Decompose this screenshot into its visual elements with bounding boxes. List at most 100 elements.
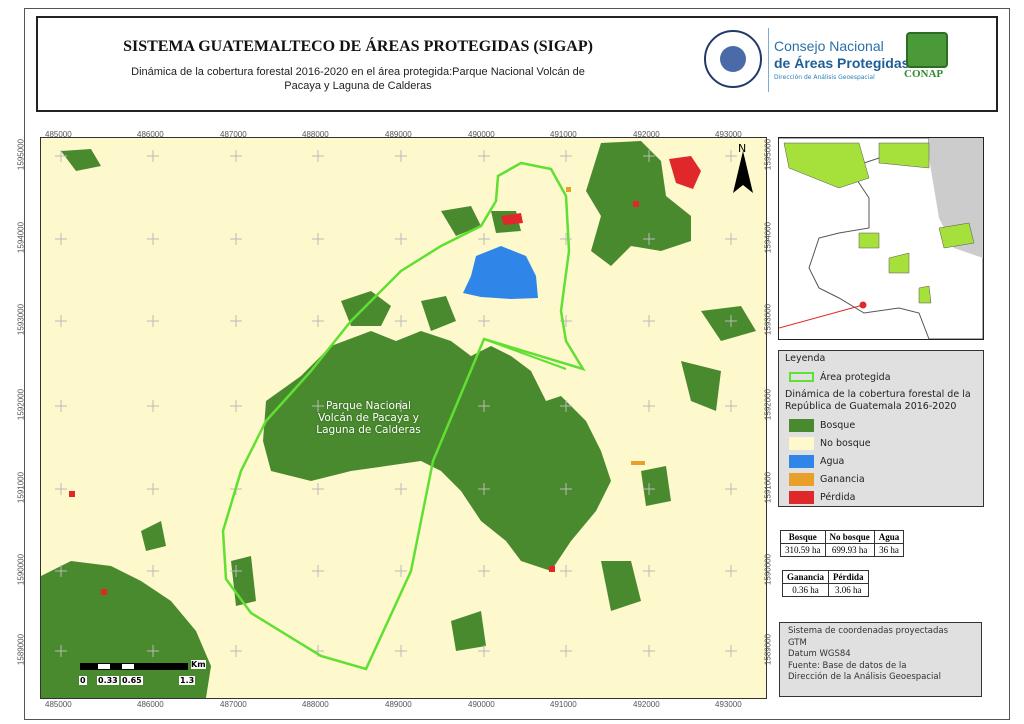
x-tick-label: 490000: [468, 700, 495, 709]
table-cell: Agua: [873, 530, 905, 544]
north-arrow: [733, 151, 753, 193]
loss-patches: [69, 156, 701, 595]
water-lagoon: [463, 246, 538, 299]
y-tick-label: 1594000: [763, 221, 773, 254]
info-line: Datum WGS84: [788, 649, 851, 659]
x-tick-label: 493000: [715, 700, 742, 709]
table-cell: 0.36 ha: [781, 583, 830, 597]
x-tick-label: 488000: [302, 700, 329, 709]
legend-title: Leyenda: [785, 353, 826, 364]
info-line: Dirección de la Análisis Geoespacial: [788, 672, 941, 682]
map-title: SISTEMA GUATEMALTECO DE ÁREAS PROTEGIDAS…: [123, 38, 593, 55]
y-tick-label: 1592000: [16, 388, 26, 421]
info-line: GTM: [788, 637, 807, 648]
scale-bar: [80, 663, 188, 670]
guatemala-seal-logo: [704, 30, 762, 88]
table-cell: Bosque: [780, 530, 826, 544]
legend-label: Área protegida: [820, 371, 891, 383]
scale-label: 0: [79, 676, 87, 685]
conap-line3: Dirección de Análisis Geoespacial: [774, 74, 875, 81]
y-tick-label: 1593000: [763, 303, 773, 336]
x-tick-label: 490000: [468, 130, 495, 139]
x-tick-label: 492000: [633, 700, 660, 709]
x-tick-label: 489000: [385, 130, 412, 139]
table-cell: Ganancia: [781, 570, 830, 584]
scale-label: 1.3: [179, 676, 196, 685]
table-cell: 310.59 ha: [780, 543, 826, 557]
legend-swatch: [789, 454, 814, 468]
legend-label: Ganancia: [820, 473, 865, 485]
table-cell: Pérdida: [828, 570, 869, 584]
legend-label: Agua: [820, 455, 845, 467]
logos: Consejo Nacional de Áreas Protegidas Dir…: [704, 26, 994, 102]
x-tick-label: 491000: [550, 130, 577, 139]
legend-label: No bosque: [820, 437, 871, 449]
y-tick-label: 1591000: [16, 471, 26, 504]
table-cell: 36 ha: [873, 543, 905, 557]
conap-line1: Consejo Nacional: [774, 38, 884, 54]
x-tick-label: 486000: [137, 130, 164, 139]
locator-inset-map: [778, 137, 984, 340]
north-label: N: [738, 142, 747, 155]
legend-item: Agua: [789, 454, 844, 468]
gain-patches: [566, 187, 645, 465]
x-tick-label: 488000: [302, 130, 329, 139]
scale-unit: Km: [191, 660, 206, 669]
legend-label: Bosque: [820, 419, 856, 431]
x-tick-label: 493000: [715, 130, 742, 139]
info-line: Fuente: Base de datos de la: [788, 660, 907, 671]
scale-label: 0.65: [121, 676, 143, 685]
area-label: Parque Nacional Volcán de Pacaya y Lagun…: [316, 400, 421, 436]
table-cell: 3.06 ha: [828, 583, 869, 597]
legend-item-area: Área protegida: [789, 370, 891, 384]
y-tick-label: 1590000: [763, 553, 773, 586]
y-tick-label: 1589000: [763, 633, 773, 666]
y-tick-label: 1589000: [16, 633, 26, 666]
header: SISTEMA GUATEMALTECO DE ÁREAS PROTEGIDAS…: [36, 16, 998, 112]
table-cell: No bosque: [824, 530, 875, 544]
forest-patches: [41, 141, 756, 698]
legend-swatch: [789, 436, 814, 450]
legend-swatch: [789, 418, 814, 432]
y-tick-label: 1595000: [763, 138, 773, 171]
area-table-1: Bosque No bosque Agua 310.59 ha 699.93 ha 36 …: [780, 530, 905, 557]
x-tick-label: 486000: [137, 700, 164, 709]
y-tick-label: 1595000: [16, 138, 26, 171]
y-tick-label: 1594000: [16, 221, 26, 254]
y-tick-label: 1592000: [763, 388, 773, 421]
conap-short: CONAP: [904, 68, 944, 80]
x-tick-label: 485000: [45, 700, 72, 709]
outer-frame: [24, 8, 1010, 720]
legend-item: Pérdida: [789, 490, 856, 504]
main-map[interactable]: N Parque Nacional Volcán de Pacaya y Lag…: [40, 137, 767, 699]
legend-subtitle: Dinámica de la cobertura forestal de la …: [785, 389, 971, 412]
x-tick-label: 487000: [220, 700, 247, 709]
map-subtitle: Dinámica de la cobertura forestal 2016-2…: [131, 66, 585, 92]
info-line: Sistema de coordenadas proyectadas: [788, 626, 949, 636]
x-tick-label: 491000: [550, 700, 577, 709]
x-tick-label: 492000: [633, 130, 660, 139]
x-tick-label: 487000: [220, 130, 247, 139]
area-table-2: Ganancia Pérdida 0.36 ha 3.06 ha: [781, 570, 869, 597]
conap-line2: de Áreas Protegidas: [774, 55, 910, 71]
y-tick-label: 1591000: [763, 471, 773, 504]
protected-area-boundary: [221, 161, 586, 671]
legend-label: Pérdida: [820, 491, 856, 503]
legend-item: Bosque: [789, 418, 855, 432]
legend-swatch: [789, 490, 814, 504]
y-tick-label: 1590000: [16, 553, 26, 586]
conap-logo-icon: [906, 32, 948, 68]
info-box: Sistema de coordenadas proyectadas GTM Dat…: [779, 622, 982, 697]
map-canvas: [41, 141, 756, 698]
x-tick-label: 489000: [385, 700, 412, 709]
y-tick-label: 1593000: [16, 303, 26, 336]
table-cell: 699.93 ha: [824, 543, 875, 557]
legend-item: Ganancia: [789, 472, 865, 486]
legend-swatch: [789, 472, 814, 486]
scale-label: 0.33: [97, 676, 119, 685]
inset-canvas: [779, 138, 983, 339]
legend-item: No bosque: [789, 436, 871, 450]
legend: Leyenda Área protegida Dinámica de la co…: [778, 350, 984, 507]
x-tick-label: 485000: [45, 130, 72, 139]
